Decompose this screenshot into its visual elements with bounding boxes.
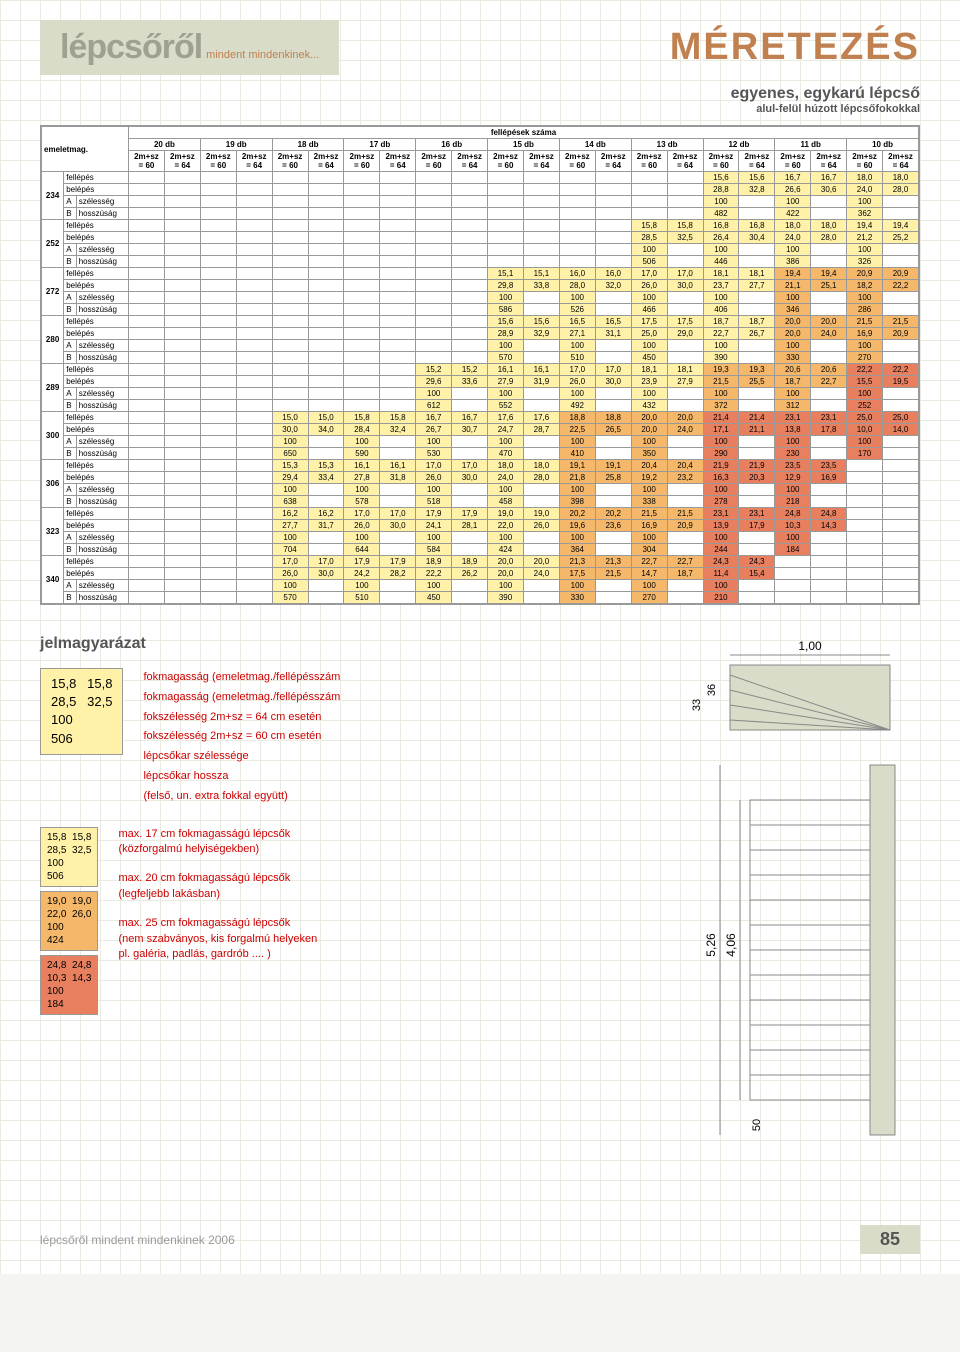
dim-50: 50 bbox=[751, 1119, 763, 1131]
legend-val: 15,8 bbox=[51, 676, 76, 691]
legend-line: fokszélesség 2m+sz = 64 cm esetén bbox=[143, 708, 340, 728]
legend-title: jelmagyarázat bbox=[40, 635, 620, 653]
page-footer: lépcsőről mindent mindenkinek 2006 85 bbox=[0, 1205, 960, 1274]
legend-line: lépcsőkar hossza (felső, un. extra fokka… bbox=[143, 767, 340, 807]
logo-subtitle: mindent mindenkinek... bbox=[206, 49, 319, 61]
subtitle-line1: egyenes, egykarú lépcső bbox=[40, 85, 920, 103]
legend-label-lines: fokmagasság (emeletmag./fellépésszám fok… bbox=[143, 668, 340, 807]
legend-line: fokszélesség 2m+sz = 60 cm esetén bbox=[143, 727, 340, 747]
legend-line: fokmagasság (emeletmag./fellépésszám bbox=[143, 668, 340, 688]
page-title: MÉRETEZÉS bbox=[670, 26, 920, 69]
legend-val: 15,8 bbox=[87, 676, 112, 691]
legend-val: 100 bbox=[51, 712, 73, 727]
dim-406: 4,06 bbox=[724, 933, 738, 957]
logo-block: lépcsőről mindent mindenkinek... bbox=[40, 20, 339, 75]
subtitle-line2: alul-felül húzott lépcsőfokokkal bbox=[40, 103, 920, 115]
legend-line: lépcsőkar szélessége bbox=[143, 747, 340, 767]
page-header: lépcsőről mindent mindenkinek... MÉRETEZ… bbox=[0, 0, 960, 85]
dim-33: 33 bbox=[691, 699, 703, 711]
main-table: emeletmag.fellépések száma20 db19 db18 d… bbox=[40, 125, 920, 605]
legend-section: jelmagyarázat 15,8 15,8 28,5 32,5 100 50… bbox=[40, 635, 920, 1175]
legend-sample: 15,8 15,8 28,5 32,5 100 506 bbox=[40, 827, 98, 887]
legend-color-samples: 15,8 15,8 28,5 32,5 100 50619,0 19,0 22,… bbox=[40, 827, 98, 1015]
subtitle-block: egyenes, egykarú lépcső alul-felül húzot… bbox=[0, 85, 960, 125]
legend-sample: 24,8 24,8 10,3 14,3 100 184 bbox=[40, 955, 98, 1015]
legend-val: 32,5 bbox=[87, 694, 112, 709]
legend-color-descs: max. 17 cm fokmagasságú lépcsők (közforg… bbox=[118, 827, 317, 977]
footer-text: lépcsőről mindent mindenkinek 2006 bbox=[40, 1233, 235, 1247]
dim-36: 36 bbox=[706, 684, 718, 696]
legend-sample-cell: 15,8 15,8 28,5 32,5 100 506 bbox=[40, 668, 123, 755]
logo-text: lépcsőről bbox=[60, 28, 202, 67]
page-number: 85 bbox=[860, 1225, 920, 1254]
stair-diagram: 1,00 36 33 5,26 4,06 50 bbox=[660, 635, 920, 1175]
legend-val: 28,5 bbox=[51, 694, 76, 709]
legend-desc: max. 17 cm fokmagasságú lépcsők (közforg… bbox=[118, 827, 317, 858]
legend-desc: max. 20 cm fokmagasságú lépcsők (legfelj… bbox=[118, 871, 317, 902]
legend-val: 506 bbox=[51, 731, 73, 746]
dim-526: 5,26 bbox=[704, 933, 718, 957]
legend-desc: max. 25 cm fokmagasságú lépcsők (nem sza… bbox=[118, 916, 317, 962]
legend-line: fokmagasság (emeletmag./fellépésszám bbox=[143, 688, 340, 708]
dim-100: 1,00 bbox=[798, 639, 822, 653]
legend-sample: 19,0 19,0 22,0 26,0 100 424 bbox=[40, 891, 98, 951]
